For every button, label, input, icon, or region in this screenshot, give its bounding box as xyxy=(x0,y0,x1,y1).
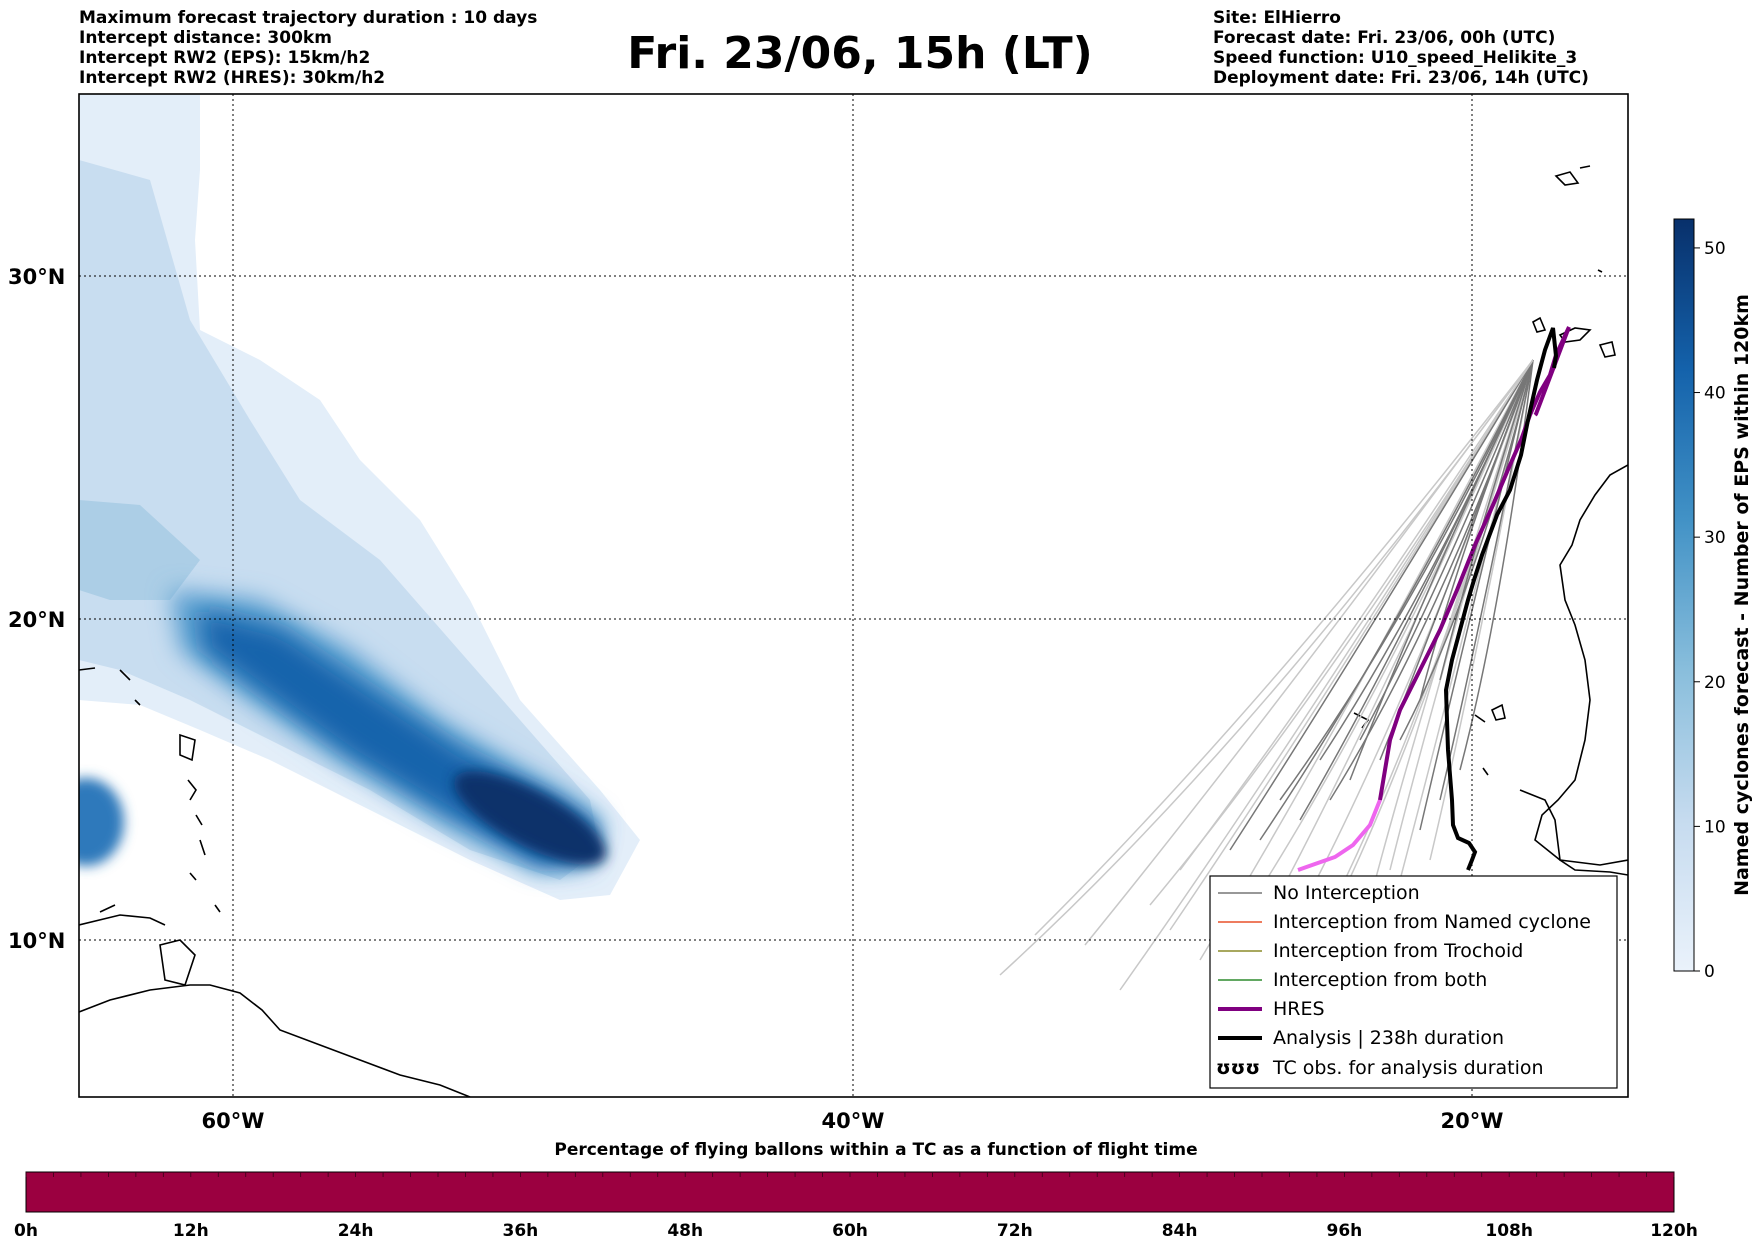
header-intercept-distance: Intercept distance: 300km xyxy=(79,28,332,48)
density-light xyxy=(79,160,600,880)
header-intercept-eps: Intercept RW2 (EPS): 15km/h2 xyxy=(79,48,371,68)
lon-label-40w: 40°W xyxy=(822,1109,885,1133)
colorbar-tick-label-50: 50 xyxy=(1704,239,1726,259)
lat-label-30n: 30°N xyxy=(8,265,65,289)
eps-trajectory-line xyxy=(1419,359,1534,701)
colorbar-tick-label-30: 30 xyxy=(1704,528,1726,548)
eps-trajectory-line xyxy=(1429,359,1534,861)
cyclone-density-field xyxy=(79,94,640,900)
legend-box xyxy=(1209,875,1618,1089)
eps-trajectory-line xyxy=(1179,359,1534,871)
coast-west-africa xyxy=(1519,789,1628,876)
colorbar-tick-label-20: 20 xyxy=(1704,673,1726,693)
eps-trajectory-line xyxy=(1119,359,1534,991)
colorbar: 0 10 20 30 40 50 Named cyclones forecast - Nu… xyxy=(1673,218,1752,982)
header-intercept-hres: Intercept RW2 (HRES): 30km/h2 xyxy=(79,68,386,88)
flight-time-tick-24h: 24h xyxy=(338,1221,374,1241)
header-max-duration: Maximum forecast trajectory duration : 1… xyxy=(79,8,538,28)
legend-label-trochoid: Interception from Trochoid xyxy=(1273,940,1523,962)
eps-trajectory-line xyxy=(1229,359,1534,851)
lat-label-20n: 20°N xyxy=(8,608,65,632)
coast-south-america xyxy=(79,984,471,1097)
coast-canary-islands xyxy=(1490,316,1616,721)
flight-time-tick-12h: 12h xyxy=(173,1221,209,1241)
flight-time-tick-96h: 96h xyxy=(1327,1221,1363,1241)
header-deployment-date: Deployment date: Fri. 23/06, 14h (UTC) xyxy=(1213,68,1589,88)
flight-time-ticks: 0h 12h 24h 36h 48h 60h 72h 84h 96h 108h 120h xyxy=(14,1172,1698,1241)
lon-label-20w: 20°W xyxy=(1441,1109,1504,1133)
density-left-blob xyxy=(79,778,124,866)
hres-trajectory xyxy=(1378,326,1571,801)
coast-trinidad xyxy=(159,939,196,986)
legend-label-hres: HRES xyxy=(1273,998,1325,1020)
header-speed-function: Speed function: U10_speed_Helikite_3 xyxy=(1213,48,1578,68)
flight-time-tick-120h: 120h xyxy=(1650,1221,1698,1241)
flight-time-bar-title: Percentage of flying ballons within a TC… xyxy=(554,1140,1198,1160)
flight-time-tick-60h: 60h xyxy=(832,1221,868,1241)
flight-time-tick-108h: 108h xyxy=(1485,1221,1533,1241)
coast-caribbean-isles xyxy=(79,733,221,926)
colorbar-ticks: 0 10 20 30 40 50 xyxy=(1694,239,1726,982)
eps-trajectory-line xyxy=(1259,359,1534,891)
legend-label-analysis: Analysis | 238h duration xyxy=(1273,1027,1504,1049)
flight-time-tick-0h: 0h xyxy=(14,1221,38,1241)
eps-trajectory-line xyxy=(1359,359,1534,741)
colorbar-tick-label-0: 0 xyxy=(1704,962,1715,982)
colorbar-gradient xyxy=(1673,218,1695,972)
colorbar-tick-label-40: 40 xyxy=(1704,384,1726,404)
flight-time-tick-48h: 48h xyxy=(667,1221,703,1241)
map-plot-area xyxy=(79,94,1628,1097)
header-left-info: Maximum forecast trajectory duration : 1… xyxy=(79,8,537,88)
legend-label-no-interception: No Interception xyxy=(1273,882,1420,904)
lon-label-60w: 60°W xyxy=(202,1109,265,1133)
flight-time-bar: 0h 12h 24h 36h 48h 60h 72h 84h 96h 108h 120h xyxy=(14,1171,1698,1241)
eps-trajectory-line xyxy=(1279,359,1534,801)
header-right-info: Site: ElHierro Forecast date: Fri. 23/06… xyxy=(1213,8,1589,88)
coast-azores xyxy=(1554,165,1603,273)
eps-trajectory-line xyxy=(1439,359,1534,801)
flight-time-tick-72h: 72h xyxy=(997,1221,1033,1241)
flight-time-tick-84h: 84h xyxy=(1162,1221,1198,1241)
header-forecast-date: Forecast date: Fri. 23/06, 00h (UTC) xyxy=(1213,28,1556,48)
density-mid-left xyxy=(79,500,200,600)
hres-trajectory-light xyxy=(1297,799,1382,872)
colorbar-tick-label-10: 10 xyxy=(1704,817,1726,837)
eps-trajectory-line xyxy=(1319,359,1534,761)
main-title: Fri. 23/06, 15h (LT) xyxy=(627,28,1093,79)
eps-trajectory-line xyxy=(1419,359,1534,831)
legend-label-named-cyclone: Interception from Named cyclone xyxy=(1273,911,1591,933)
legend-label-both: Interception from both xyxy=(1273,969,1487,991)
lat-label-10n: 10°N xyxy=(8,929,65,953)
coast-africa xyxy=(1534,464,1628,866)
eps-trajectory-line xyxy=(1169,359,1534,931)
colorbar-label: Named cyclones forecast - Number of EPS … xyxy=(1731,294,1752,896)
eps-trajectory-line xyxy=(1389,359,1534,871)
header-site: Site: ElHierro xyxy=(1213,8,1341,28)
legend: No Interception Interception from Named … xyxy=(1209,875,1618,1089)
eps-trajectory-line xyxy=(1084,359,1534,946)
eps-trajectory-line xyxy=(1259,359,1534,841)
coast-puerto-rico xyxy=(79,667,141,706)
analysis-trajectory xyxy=(1443,327,1559,871)
tc-obs-symbol-icon: ʊʊʊ xyxy=(1216,1057,1260,1079)
density-core xyxy=(453,771,607,865)
flight-time-bar-fill xyxy=(25,1171,1675,1213)
legend-label-tc-obs: TC obs. for analysis duration xyxy=(1272,1057,1544,1079)
flight-time-tick-36h: 36h xyxy=(503,1221,539,1241)
eps-trajectory-line xyxy=(1034,359,1534,936)
map-frame xyxy=(78,93,1629,1098)
